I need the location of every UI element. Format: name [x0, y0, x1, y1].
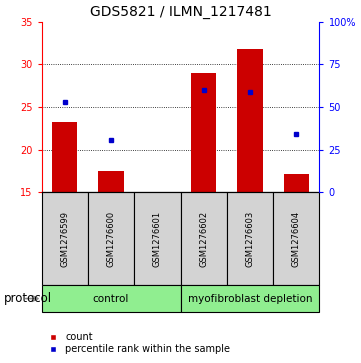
Text: GSM1276601: GSM1276601 — [153, 211, 162, 267]
Legend: count, percentile rank within the sample: count, percentile rank within the sample — [39, 329, 234, 358]
Bar — [88, 192, 134, 285]
Text: myofibroblast depletion: myofibroblast depletion — [188, 294, 312, 303]
Text: GSM1276603: GSM1276603 — [245, 211, 255, 267]
Bar — [237, 49, 263, 192]
Bar — [98, 171, 124, 192]
Bar — [273, 192, 319, 285]
Bar — [134, 192, 180, 285]
Text: control: control — [93, 294, 129, 303]
Text: GSM1276602: GSM1276602 — [199, 211, 208, 267]
Bar — [180, 285, 319, 312]
Bar — [191, 73, 216, 192]
Text: protocol: protocol — [4, 292, 52, 305]
Bar — [42, 192, 88, 285]
Bar — [284, 174, 309, 192]
Bar — [227, 192, 273, 285]
Bar — [42, 285, 180, 312]
Text: GSM1276599: GSM1276599 — [60, 211, 69, 267]
Text: GSM1276600: GSM1276600 — [106, 211, 116, 267]
Title: GDS5821 / ILMN_1217481: GDS5821 / ILMN_1217481 — [90, 5, 271, 19]
Bar — [180, 192, 227, 285]
Text: GSM1276604: GSM1276604 — [292, 211, 301, 267]
Bar — [52, 122, 77, 192]
